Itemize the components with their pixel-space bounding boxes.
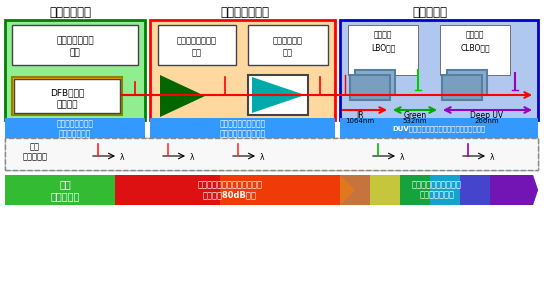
FancyBboxPatch shape — [447, 70, 487, 95]
FancyBboxPatch shape — [12, 77, 122, 115]
FancyBboxPatch shape — [248, 75, 308, 115]
FancyBboxPatch shape — [348, 25, 418, 75]
FancyBboxPatch shape — [5, 118, 145, 140]
Polygon shape — [115, 175, 355, 205]
Polygon shape — [430, 175, 460, 205]
Text: 波長変換: 波長変換 — [374, 30, 392, 40]
Text: Green: Green — [404, 111, 426, 119]
Text: 532nm: 532nm — [403, 118, 427, 124]
FancyBboxPatch shape — [340, 118, 538, 140]
Text: 1064nm: 1064nm — [345, 118, 375, 124]
Text: DUVピコ秒パルスレーザーを長期間発生可能: DUVピコ秒パルスレーザーを長期間発生可能 — [392, 126, 486, 132]
FancyBboxPatch shape — [340, 20, 538, 120]
Text: 超低ノイズ＆大増幅率
構成・制御がシンプル: 超低ノイズ＆大増幅率 構成・制御がシンプル — [220, 119, 266, 139]
FancyBboxPatch shape — [355, 70, 395, 95]
Polygon shape — [400, 175, 430, 205]
Text: 狭帯スペクトルによる
高効率波長変換: 狭帯スペクトルによる 高効率波長変換 — [412, 180, 462, 200]
Polygon shape — [5, 175, 130, 205]
Text: 狭帯
スペクトル: 狭帯 スペクトル — [50, 179, 79, 201]
Polygon shape — [490, 175, 538, 205]
FancyBboxPatch shape — [158, 25, 236, 65]
FancyBboxPatch shape — [5, 138, 538, 170]
Text: λ: λ — [120, 152, 125, 162]
Text: 技術: 技術 — [283, 48, 293, 58]
Text: LBO結晶: LBO結晶 — [371, 44, 395, 52]
Text: 固体レーザー: 固体レーザー — [273, 36, 303, 46]
FancyBboxPatch shape — [12, 25, 138, 65]
Text: 狭帯スペクトルのまま光増幅
増幅率：80dB以上: 狭帯スペクトルのまま光増幅 増幅率：80dB以上 — [197, 180, 263, 200]
FancyBboxPatch shape — [150, 118, 335, 140]
FancyBboxPatch shape — [5, 20, 145, 120]
Polygon shape — [460, 175, 490, 205]
Text: 任意のパルス発生
（制御が容易）: 任意のパルス発生 （制御が容易） — [57, 119, 94, 139]
FancyBboxPatch shape — [5, 138, 538, 170]
Text: パルス発生部: パルス発生部 — [49, 7, 91, 19]
Text: λ: λ — [400, 152, 405, 162]
Text: CLBO結晶: CLBO結晶 — [460, 44, 490, 52]
Text: 技術: 技術 — [70, 48, 81, 58]
Text: 波長変換: 波長変換 — [466, 30, 484, 40]
FancyBboxPatch shape — [248, 25, 328, 65]
FancyBboxPatch shape — [14, 79, 120, 113]
Text: 半導体レーザー: 半導体レーザー — [56, 36, 94, 46]
Text: λ: λ — [190, 152, 195, 162]
Polygon shape — [160, 75, 205, 117]
Polygon shape — [340, 175, 370, 205]
Text: 波長変換部: 波長変換部 — [412, 7, 448, 19]
Text: レーザー: レーザー — [56, 101, 78, 109]
Text: DFB半導体: DFB半導体 — [50, 89, 84, 97]
FancyBboxPatch shape — [150, 20, 335, 120]
Polygon shape — [220, 175, 355, 205]
Text: 技術: 技術 — [192, 48, 202, 58]
Polygon shape — [252, 77, 305, 113]
Polygon shape — [340, 175, 538, 205]
Text: 波長
スペクトル: 波長 スペクトル — [22, 142, 47, 162]
Text: λ: λ — [490, 152, 494, 162]
Text: Deep UV: Deep UV — [471, 111, 504, 119]
Text: 266nm: 266nm — [475, 118, 499, 124]
Text: λ: λ — [260, 152, 264, 162]
FancyBboxPatch shape — [440, 25, 510, 75]
Text: ファイバレーザー: ファイバレーザー — [177, 36, 217, 46]
Text: IR: IR — [356, 111, 364, 119]
Text: 光パルス増幅部: 光パルス増幅部 — [220, 7, 269, 19]
FancyBboxPatch shape — [442, 75, 482, 100]
Polygon shape — [370, 175, 400, 205]
FancyBboxPatch shape — [350, 75, 390, 100]
